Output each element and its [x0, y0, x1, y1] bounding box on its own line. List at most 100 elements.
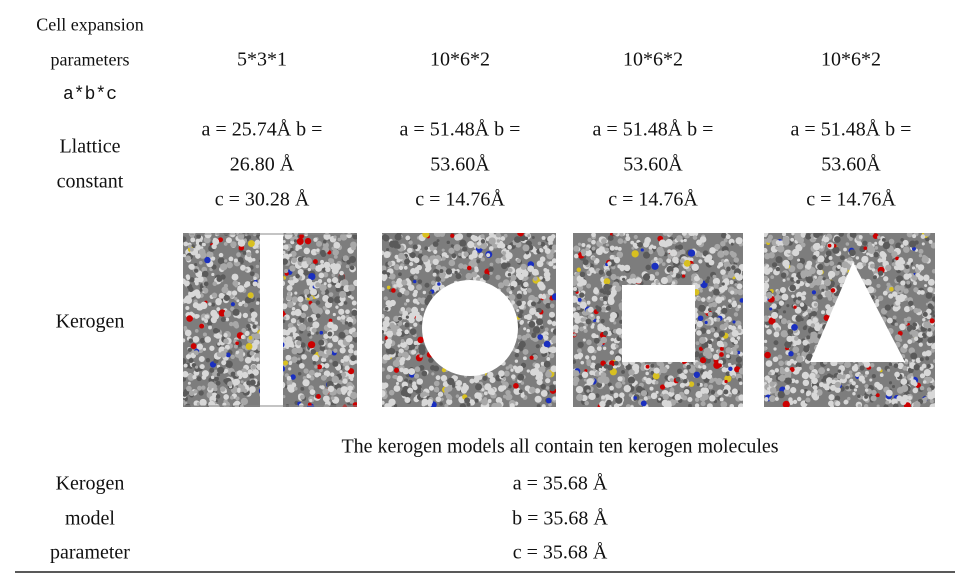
- atom: [339, 290, 347, 299]
- atom: [350, 355, 357, 362]
- atom: [298, 362, 305, 369]
- atom: [842, 302, 848, 308]
- atom: [877, 295, 884, 302]
- atom: [863, 404, 869, 409]
- atom: [729, 403, 735, 409]
- atom: [212, 392, 218, 398]
- atom: [912, 326, 916, 330]
- atom: [772, 322, 779, 329]
- atom: [820, 354, 827, 362]
- atom: [433, 321, 439, 328]
- atom: [719, 352, 724, 357]
- atom: [699, 357, 707, 364]
- atom: [393, 403, 398, 408]
- atom: [353, 350, 359, 356]
- atom: [871, 374, 876, 379]
- atom: [545, 378, 551, 384]
- atom: [256, 297, 261, 302]
- atom: [433, 308, 439, 313]
- atom: [446, 352, 451, 357]
- atom: [446, 240, 450, 245]
- atom: [713, 288, 720, 296]
- atom: [651, 262, 659, 270]
- atom: [719, 397, 724, 402]
- atom: [830, 404, 834, 409]
- atom: [725, 347, 732, 354]
- atom: [464, 310, 472, 318]
- row-label: parameters: [50, 49, 130, 70]
- atom: [634, 352, 639, 357]
- atom: [189, 277, 195, 283]
- atom: [452, 255, 456, 259]
- atom: [860, 337, 867, 344]
- atom: [537, 334, 544, 340]
- atom: [863, 314, 869, 320]
- atom: [466, 265, 472, 271]
- atom: [765, 360, 773, 367]
- atom: [768, 371, 772, 376]
- atom: [523, 281, 529, 288]
- atom: [857, 394, 861, 399]
- atom: [698, 304, 706, 312]
- column-header: 10*6*2: [821, 48, 881, 71]
- molecule-cloud: [570, 229, 746, 410]
- atom: [846, 307, 853, 314]
- atom: [507, 267, 513, 273]
- atom: [771, 311, 779, 319]
- atom: [243, 283, 249, 288]
- atom: [510, 286, 515, 291]
- atom: [681, 311, 688, 318]
- atom: [912, 387, 919, 394]
- atom: [636, 323, 642, 329]
- atom: [782, 310, 787, 314]
- atom: [827, 350, 833, 356]
- atom: [552, 380, 557, 385]
- atom: [630, 240, 635, 245]
- atom: [864, 394, 868, 399]
- atom: [702, 250, 709, 256]
- atom: [284, 268, 289, 274]
- atom: [524, 236, 529, 241]
- atom: [905, 264, 910, 269]
- atom: [219, 386, 226, 392]
- atom: [832, 319, 838, 325]
- atom: [194, 281, 199, 286]
- atom: [314, 365, 318, 369]
- atom: [776, 290, 781, 295]
- atom: [771, 303, 777, 309]
- atom: [702, 365, 707, 370]
- atom: [839, 283, 844, 288]
- atom: [805, 282, 810, 288]
- row-label: Kerogen: [55, 310, 125, 333]
- atom: [466, 232, 472, 238]
- atom: [445, 268, 453, 275]
- atom: [774, 295, 780, 302]
- atom: [541, 294, 547, 300]
- atom: [689, 326, 694, 330]
- atom: [296, 340, 302, 346]
- atom: [669, 318, 677, 326]
- atom: [720, 240, 726, 247]
- atom: [241, 345, 246, 349]
- atom: [845, 319, 851, 325]
- atom: [927, 303, 933, 309]
- atom: [804, 311, 808, 316]
- atom: [725, 319, 730, 323]
- atom: [640, 400, 647, 407]
- atom: [343, 355, 350, 362]
- atom: [462, 294, 466, 298]
- atom: [324, 309, 331, 315]
- atom: [586, 389, 590, 393]
- atom: [220, 316, 226, 323]
- atom: [707, 311, 713, 317]
- atom: [893, 363, 899, 369]
- atom: [932, 359, 937, 364]
- atom: [821, 310, 825, 315]
- atom: [769, 381, 775, 387]
- atom: [856, 335, 861, 341]
- atom: [551, 321, 557, 327]
- atom: [926, 387, 932, 392]
- atom: [869, 263, 875, 269]
- atom: [297, 357, 301, 361]
- atom: [858, 235, 863, 240]
